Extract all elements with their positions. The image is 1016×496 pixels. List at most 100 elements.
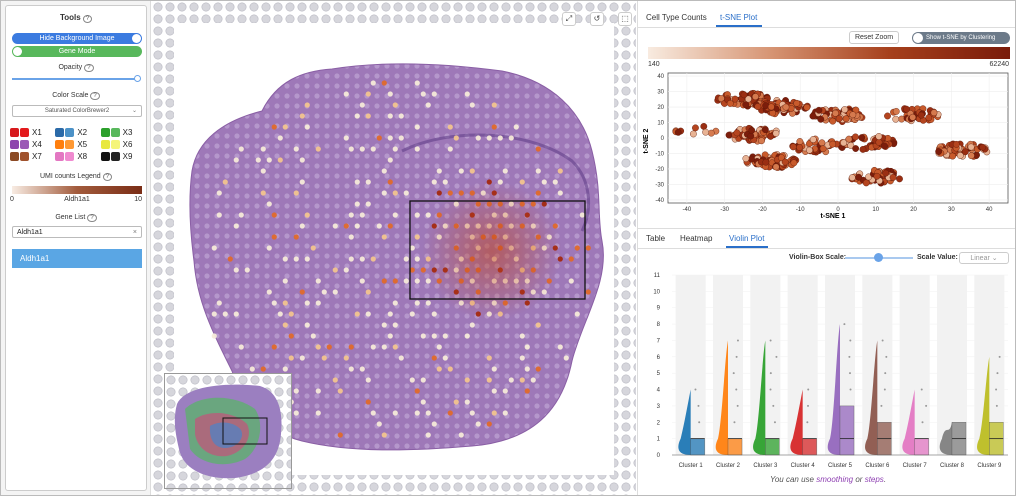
cluster-swatch[interactable] [20, 140, 29, 149]
violin-box [802, 438, 817, 456]
opacity-slider[interactable] [12, 78, 140, 80]
violin-shape [790, 389, 803, 455]
cluster-legend-item[interactable]: X6 [100, 140, 146, 149]
cluster-legend-item[interactable]: X4 [10, 140, 55, 149]
expression-spot [392, 322, 398, 328]
tab-violin-plot[interactable]: Violin Plot [729, 234, 765, 243]
tab-heatmap[interactable]: Heatmap [680, 234, 713, 243]
cluster-legend-item[interactable]: X3 [100, 128, 146, 137]
violin-outlier [694, 388, 697, 391]
gene-mode-toggle[interactable]: Gene Mode [12, 46, 142, 57]
violin-ytick-label: 3 [657, 404, 661, 410]
expression-spot [453, 135, 459, 141]
expression-spot [299, 289, 305, 295]
expression-spot [271, 212, 277, 218]
cluster-swatch[interactable] [20, 152, 29, 161]
violin-outlier [807, 388, 810, 391]
cluster-legend-item[interactable]: X1 [10, 128, 55, 137]
tab-tsne-plot[interactable]: t-SNE Plot [720, 13, 758, 22]
expression-spot [227, 256, 233, 262]
cluster-swatch[interactable] [110, 152, 120, 161]
expression-spot [282, 278, 288, 284]
expression-spot [458, 432, 464, 438]
cluster-legend-item[interactable]: X9 [100, 152, 146, 161]
violin-ytick-label: 5 [657, 371, 661, 377]
cluster-label: X3 [122, 128, 133, 137]
viewport-selection-box[interactable] [409, 200, 586, 300]
cluster-legend-item[interactable]: X2 [55, 128, 100, 137]
tissue-viewer[interactable]: ⤢ ↺ ⬚ [152, 1, 636, 495]
tsne-clustering-toggle[interactable]: Show t-SNE by Clustering [912, 32, 1010, 44]
cluster-swatch[interactable] [100, 128, 110, 137]
violin-outlier [772, 404, 775, 407]
expression-spot [431, 179, 437, 185]
reset-view-icon[interactable]: ↺ [590, 12, 604, 26]
violin-category-label: Cluster 3 [753, 463, 778, 469]
tsne-point [772, 163, 780, 171]
scale-value-select[interactable]: Linear ⌄ [959, 252, 1009, 264]
expression-spot [508, 377, 514, 383]
cluster-legend-item[interactable]: X7 [10, 152, 55, 161]
expression-spot [332, 267, 338, 273]
fullscreen-icon[interactable]: ⤢ [562, 12, 576, 26]
cluster-swatch[interactable] [100, 152, 110, 161]
reset-zoom-button[interactable]: Reset Zoom [849, 31, 899, 44]
expression-spot [304, 212, 310, 218]
expression-spot [315, 388, 321, 394]
expression-spot [304, 300, 310, 306]
cluster-swatch[interactable] [110, 128, 120, 137]
cluster-swatch[interactable] [55, 128, 65, 137]
cluster-swatch[interactable] [65, 128, 75, 137]
color-scale-select[interactable]: Saturated ColorBrewer2 ⌄ [12, 105, 142, 117]
cluster-legend-item[interactable]: X8 [55, 152, 100, 161]
cluster-legend-item[interactable]: X5 [55, 140, 100, 149]
steps-link[interactable]: steps [864, 475, 884, 484]
hide-background-toggle[interactable]: Hide Background Image [12, 33, 142, 44]
tsne-color-min: 140 [648, 61, 660, 68]
violin-ytick-label: 9 [657, 306, 661, 312]
cluster-swatch[interactable] [65, 152, 75, 161]
smoothing-link[interactable]: smoothing [816, 475, 854, 484]
clear-icon[interactable]: × [132, 229, 137, 236]
expression-spot [354, 113, 360, 119]
tsne-point [956, 152, 964, 159]
expression-spot [332, 289, 338, 295]
cluster-swatch[interactable] [110, 140, 120, 149]
help-icon[interactable]: ? [84, 64, 94, 72]
expression-spot [332, 377, 338, 383]
help-icon[interactable]: ? [82, 15, 93, 23]
cluster-swatch[interactable] [10, 128, 19, 137]
cluster-swatch[interactable] [55, 140, 65, 149]
expression-spot [409, 311, 415, 317]
cluster-swatch[interactable] [10, 152, 19, 161]
cluster-swatch[interactable] [65, 140, 75, 149]
expression-spot [293, 410, 299, 416]
tsne-point [726, 100, 734, 107]
expression-spot [414, 146, 420, 152]
help-icon[interactable]: ? [90, 92, 100, 100]
minimap-viewport-box[interactable] [222, 417, 268, 445]
tab-table[interactable]: Table [646, 234, 666, 243]
expression-spot [332, 223, 338, 229]
help-icon[interactable]: ? [102, 173, 113, 181]
gene-search-input[interactable]: Aldh1a1 × [12, 226, 142, 238]
opacity-slider-handle[interactable] [134, 75, 142, 82]
tsne-scatter-plot[interactable]: -40 -30 -20 -10 0 10 20 30 40 40 30 20 10 0 -10 -20 -30 -… [638, 67, 1016, 227]
cluster-swatch[interactable] [55, 152, 65, 161]
help-icon[interactable]: ? [87, 214, 97, 222]
violin-ytick-label: 7 [657, 338, 661, 344]
expression-spot [244, 267, 250, 273]
cluster-swatch[interactable] [100, 140, 110, 149]
violin-plot[interactable]: 0 1 2 3 4 5 6 7 8 9 10 11 Cluster 1 Cluster 2 Cluster … [638, 267, 1016, 475]
tsne-point [752, 93, 759, 101]
cluster-swatch[interactable] [10, 140, 19, 149]
tab-cell-type-counts[interactable]: Cell Type Counts [646, 13, 707, 22]
gene-list-item-selected[interactable]: Aldh1a1 [12, 249, 142, 268]
expression-spot [238, 344, 244, 350]
violin-box-scale-handle[interactable] [874, 253, 883, 262]
minimap[interactable] [164, 373, 292, 489]
select-tool-icon[interactable]: ⬚ [618, 12, 632, 26]
tsne-point [845, 135, 853, 143]
cluster-swatch[interactable] [20, 128, 29, 137]
violin-ytick-label: 2 [657, 420, 661, 426]
